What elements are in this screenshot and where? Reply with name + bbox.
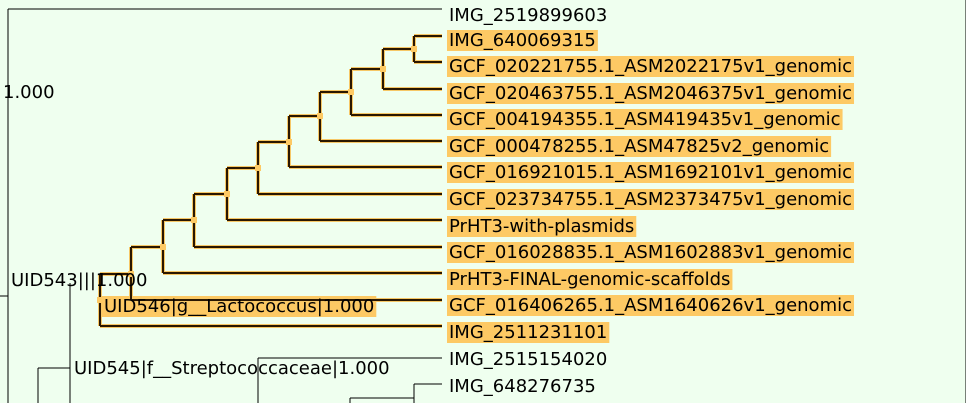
leaf-gcf-020221755[interactable]: GCF_020221755.1_ASM2022175v1_genomic bbox=[449, 56, 852, 77]
node-dot-2[interactable] bbox=[348, 89, 354, 95]
node-dot-0[interactable] bbox=[411, 46, 417, 52]
leaf-gcf-016028835-highlight bbox=[447, 242, 855, 263]
leaf-gcf-004194355-highlight bbox=[447, 109, 843, 130]
leaf-gcf-020463755-highlight bbox=[447, 83, 855, 104]
leaf-gcf-000478255-highlight bbox=[447, 136, 832, 157]
selected-branch-glow bbox=[98, 34, 442, 328]
node-dot-9[interactable] bbox=[128, 271, 134, 277]
leaf-gcf-020221755-highlight bbox=[447, 56, 855, 77]
leaf-gcf-016406265[interactable]: GCF_016406265.1_ASM1640626v1_genomic bbox=[449, 295, 852, 316]
node-dot-3[interactable] bbox=[317, 113, 323, 119]
branch-uid545-inner bbox=[257, 357, 442, 403]
node-dot-1[interactable] bbox=[380, 66, 386, 72]
leaf-img-648276735[interactable]: IMG_648276735 bbox=[449, 376, 596, 397]
branch-img-648276735 bbox=[349, 383, 442, 403]
node-dot-10[interactable] bbox=[97, 297, 103, 303]
leaf-gcf-023734755[interactable]: GCF_023734755.1_ASM2373475v1_genomic bbox=[449, 189, 852, 210]
leaf-prht3-with-plasmids[interactable]: PrHT3-with-plasmids bbox=[449, 216, 634, 237]
leaf-gcf-020463755[interactable]: GCF_020463755.1_ASM2046375v1_genomic bbox=[449, 83, 852, 104]
leaf-prht3-with-plasmids-highlight bbox=[447, 216, 637, 237]
node-dot-7[interactable] bbox=[191, 217, 197, 223]
leaf-gcf-016921015-highlight bbox=[447, 162, 855, 183]
leaf-img-2519899603[interactable]: IMG_2519899603 bbox=[449, 5, 607, 26]
leaf-img-2511231101-highlight bbox=[447, 322, 610, 343]
node-dot-5[interactable] bbox=[255, 165, 261, 171]
support-label: 1.000 bbox=[3, 82, 55, 103]
leaf-prht3-final-highlight bbox=[447, 269, 733, 290]
leaf-img-2515154020[interactable]: IMG_2515154020 bbox=[449, 349, 607, 370]
leaf-img-640069315[interactable]: IMG_640069315 bbox=[449, 30, 596, 51]
selected-branch-core bbox=[99, 35, 442, 327]
labels: IMG_2519899603 IMG_640069315 GCF_0202217… bbox=[3, 5, 852, 397]
leaf-prht3-final[interactable]: PrHT3-FINAL-genomic-scaffolds bbox=[449, 269, 730, 290]
leaf-img-640069315-highlight bbox=[447, 30, 598, 51]
node-dot-4[interactable] bbox=[286, 139, 292, 145]
branch-img-2519899603 bbox=[7, 8, 442, 403]
node-uid545[interactable]: UID545|f__Streptococcaceae|1.000 bbox=[74, 358, 390, 379]
branch-uid545-stem bbox=[37, 367, 70, 403]
leaf-gcf-016028835[interactable]: GCF_016028835.1_ASM1602883v1_genomic bbox=[449, 242, 852, 263]
leaf-gcf-000478255[interactable]: GCF_000478255.1_ASM47825v2_genomic bbox=[449, 136, 829, 157]
node-uid546[interactable]: UID546|g__Lactococcus|1.000 bbox=[104, 296, 374, 317]
node-dot-6[interactable] bbox=[224, 191, 230, 197]
highlight-layer bbox=[102, 30, 855, 343]
node-dots bbox=[97, 46, 417, 303]
leaf-img-2511231101[interactable]: IMG_2511231101 bbox=[449, 322, 607, 343]
node-dot-8[interactable] bbox=[160, 244, 166, 250]
node-uid543[interactable]: UID543|||1.000 bbox=[11, 270, 147, 291]
leaf-gcf-023734755-highlight bbox=[447, 189, 855, 210]
leaf-gcf-004194355[interactable]: GCF_004194355.1_ASM419435v1_genomic bbox=[449, 109, 841, 130]
leaf-gcf-016921015[interactable]: GCF_016921015.1_ASM1692101v1_genomic bbox=[449, 162, 852, 183]
leaf-gcf-016406265-highlight bbox=[447, 295, 855, 316]
